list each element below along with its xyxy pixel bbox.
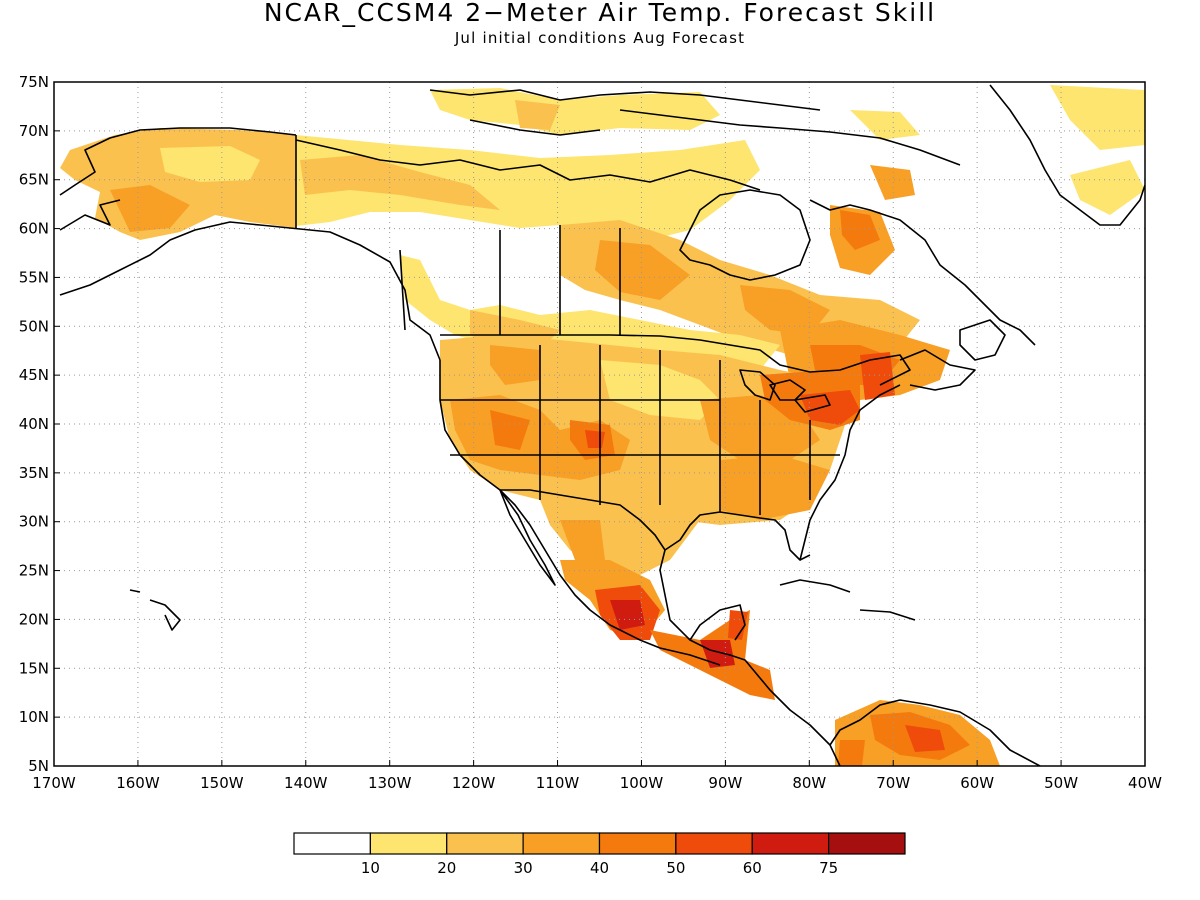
latitude-tick-label: 15N bbox=[19, 659, 49, 677]
longitude-tick-label: 40W bbox=[1128, 774, 1162, 792]
latitude-tick-label: 50N bbox=[19, 317, 49, 335]
colorbar-label: 40 bbox=[590, 859, 609, 877]
colorbar-swatch bbox=[369, 832, 448, 855]
latitude-tick-label: 70N bbox=[19, 122, 49, 140]
coastlines-and-borders bbox=[59, 84, 1145, 766]
latitude-tick-label: 60N bbox=[19, 220, 49, 238]
latitude-tick-label: 35N bbox=[19, 464, 49, 482]
colorbar-label: 60 bbox=[743, 859, 762, 877]
latitude-tick-label: 65N bbox=[19, 171, 49, 189]
colorbar-swatch bbox=[522, 832, 601, 855]
colorbar-label: 30 bbox=[514, 859, 533, 877]
latitude-axis: 75N 70N 65N 60N 55N 50N 45N 40N 35N 30N 25N 20N 15N 1… bbox=[19, 73, 60, 775]
latitude-tick-label: 45N bbox=[19, 366, 49, 384]
colorbar-label: 10 bbox=[361, 859, 380, 877]
latitude-tick-label: 25N bbox=[19, 562, 49, 580]
latitude-tick-label: 55N bbox=[19, 268, 49, 286]
longitude-tick-label: 170W bbox=[32, 774, 76, 792]
map-title: NCAR_CCSM4 2−Meter Air Temp. Forecast Sk… bbox=[263, 0, 937, 27]
colorbar-swatch bbox=[446, 832, 524, 855]
longitude-tick-label: 150W bbox=[200, 774, 244, 792]
longitude-tick-label: 160W bbox=[116, 774, 160, 792]
colorbar-swatch bbox=[675, 832, 753, 855]
colorbar-swatch bbox=[751, 832, 830, 855]
colorbar-label: 75 bbox=[819, 859, 838, 877]
colorbar-swatch bbox=[598, 832, 677, 855]
colorbar-label: 50 bbox=[666, 859, 685, 877]
colorbar-swatch bbox=[293, 832, 371, 855]
longitude-axis: 170W 160W 150W 140W 130W 120W 110W 100W 90W 80W 70… bbox=[32, 760, 1162, 792]
latitude-tick-label: 40N bbox=[19, 415, 49, 433]
latitude-tick-label: 20N bbox=[19, 610, 49, 628]
longitude-tick-label: 70W bbox=[876, 774, 910, 792]
colorbar: 10 20 30 40 50 60 75 bbox=[293, 832, 906, 877]
longitude-tick-label: 130W bbox=[368, 774, 412, 792]
longitude-tick-label: 80W bbox=[792, 774, 826, 792]
longitude-tick-label: 100W bbox=[620, 774, 664, 792]
latitude-tick-label: 30N bbox=[19, 513, 49, 531]
longitude-tick-label: 50W bbox=[1044, 774, 1078, 792]
map-subtitle: Jul initial conditions Aug Forecast bbox=[454, 29, 746, 47]
colorbar-label: 20 bbox=[437, 859, 456, 877]
latitude-tick-label: 75N bbox=[19, 73, 49, 91]
longitude-tick-label: 140W bbox=[284, 774, 328, 792]
graticule-dotted-lines bbox=[54, 82, 1145, 766]
longitude-tick-label: 90W bbox=[708, 774, 742, 792]
longitude-tick-label: 120W bbox=[452, 774, 496, 792]
skill-shading bbox=[60, 85, 1145, 766]
longitude-tick-label: 60W bbox=[960, 774, 994, 792]
latitude-tick-label: 5N bbox=[28, 757, 49, 775]
longitude-tick-label: 110W bbox=[536, 774, 580, 792]
latitude-tick-label: 10N bbox=[19, 708, 49, 726]
colorbar-swatch bbox=[828, 832, 906, 855]
